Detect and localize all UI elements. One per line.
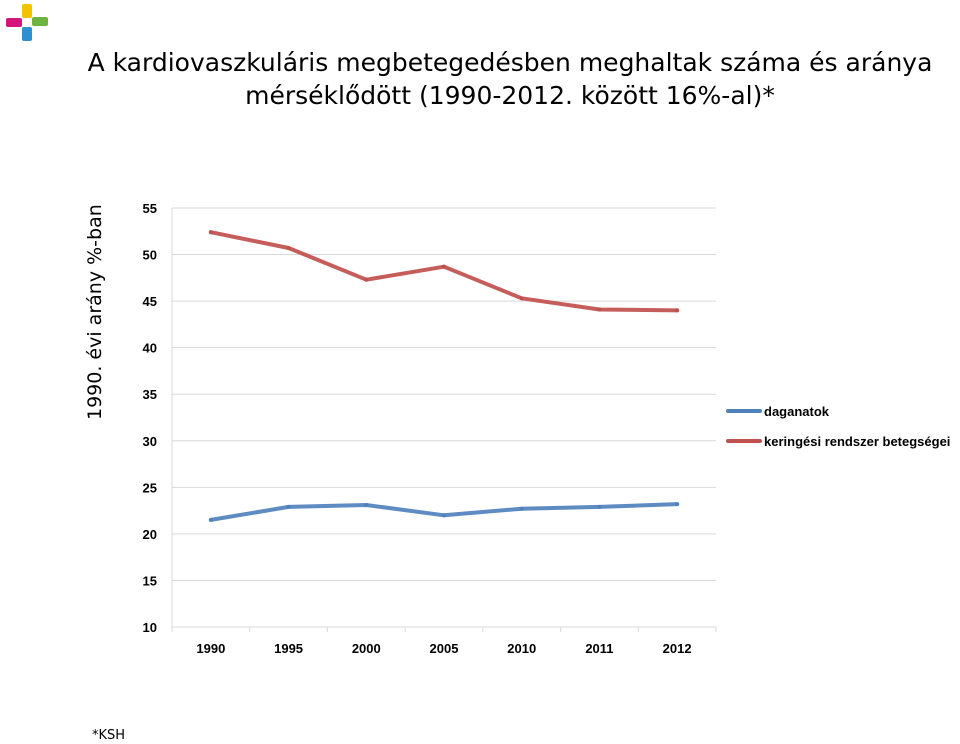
series-line-0 [208,502,680,522]
x-tick-label: 2011 [585,641,613,656]
legend-label: keringési rendszer betegségei [764,434,950,449]
data-point [286,504,291,509]
y-tick-label: 50 [143,248,157,263]
data-point [597,307,602,312]
data-point [208,517,213,522]
y-tick-label: 55 [143,201,157,216]
x-tick-label: 2005 [430,641,459,656]
x-tick-label: 2012 [663,641,692,656]
data-point [286,246,291,251]
source-footnote: *KSH [92,728,126,743]
series-line-1 [208,230,680,313]
y-tick-label: 25 [143,480,157,495]
chart-title: A kardiovaszkuláris megbetegedésben megh… [60,46,960,112]
data-point [208,230,213,235]
colored-hands-logo-icon [6,4,48,41]
data-point [597,504,602,509]
data-point [675,502,680,507]
data-point [675,308,680,313]
chart-title-line-2: mérséklődött (1990-2012. között 16%-al)* [245,81,775,110]
y-tick-label: 40 [143,341,157,356]
y-tick-label: 15 [143,573,157,588]
x-tick-label: 2000 [352,641,381,656]
data-point [442,513,446,518]
data-point [519,296,524,301]
y-tick-label: 10 [143,620,157,635]
y-tick-label: 35 [143,387,157,402]
x-tick-label: 1990 [196,641,225,656]
data-point [442,264,446,269]
x-tick-label: 1995 [274,641,303,656]
y-tick-label: 20 [143,527,157,542]
data-point [519,506,524,511]
y-tick-label: 30 [143,434,157,449]
y-tick-label: 45 [143,294,157,309]
data-point [364,503,369,508]
x-tick-label: 2010 [507,641,536,656]
data-point [364,277,369,282]
chart-title-line-1: A kardiovaszkuláris megbetegedésben megh… [87,48,933,77]
legend-label: daganatok [764,404,830,419]
